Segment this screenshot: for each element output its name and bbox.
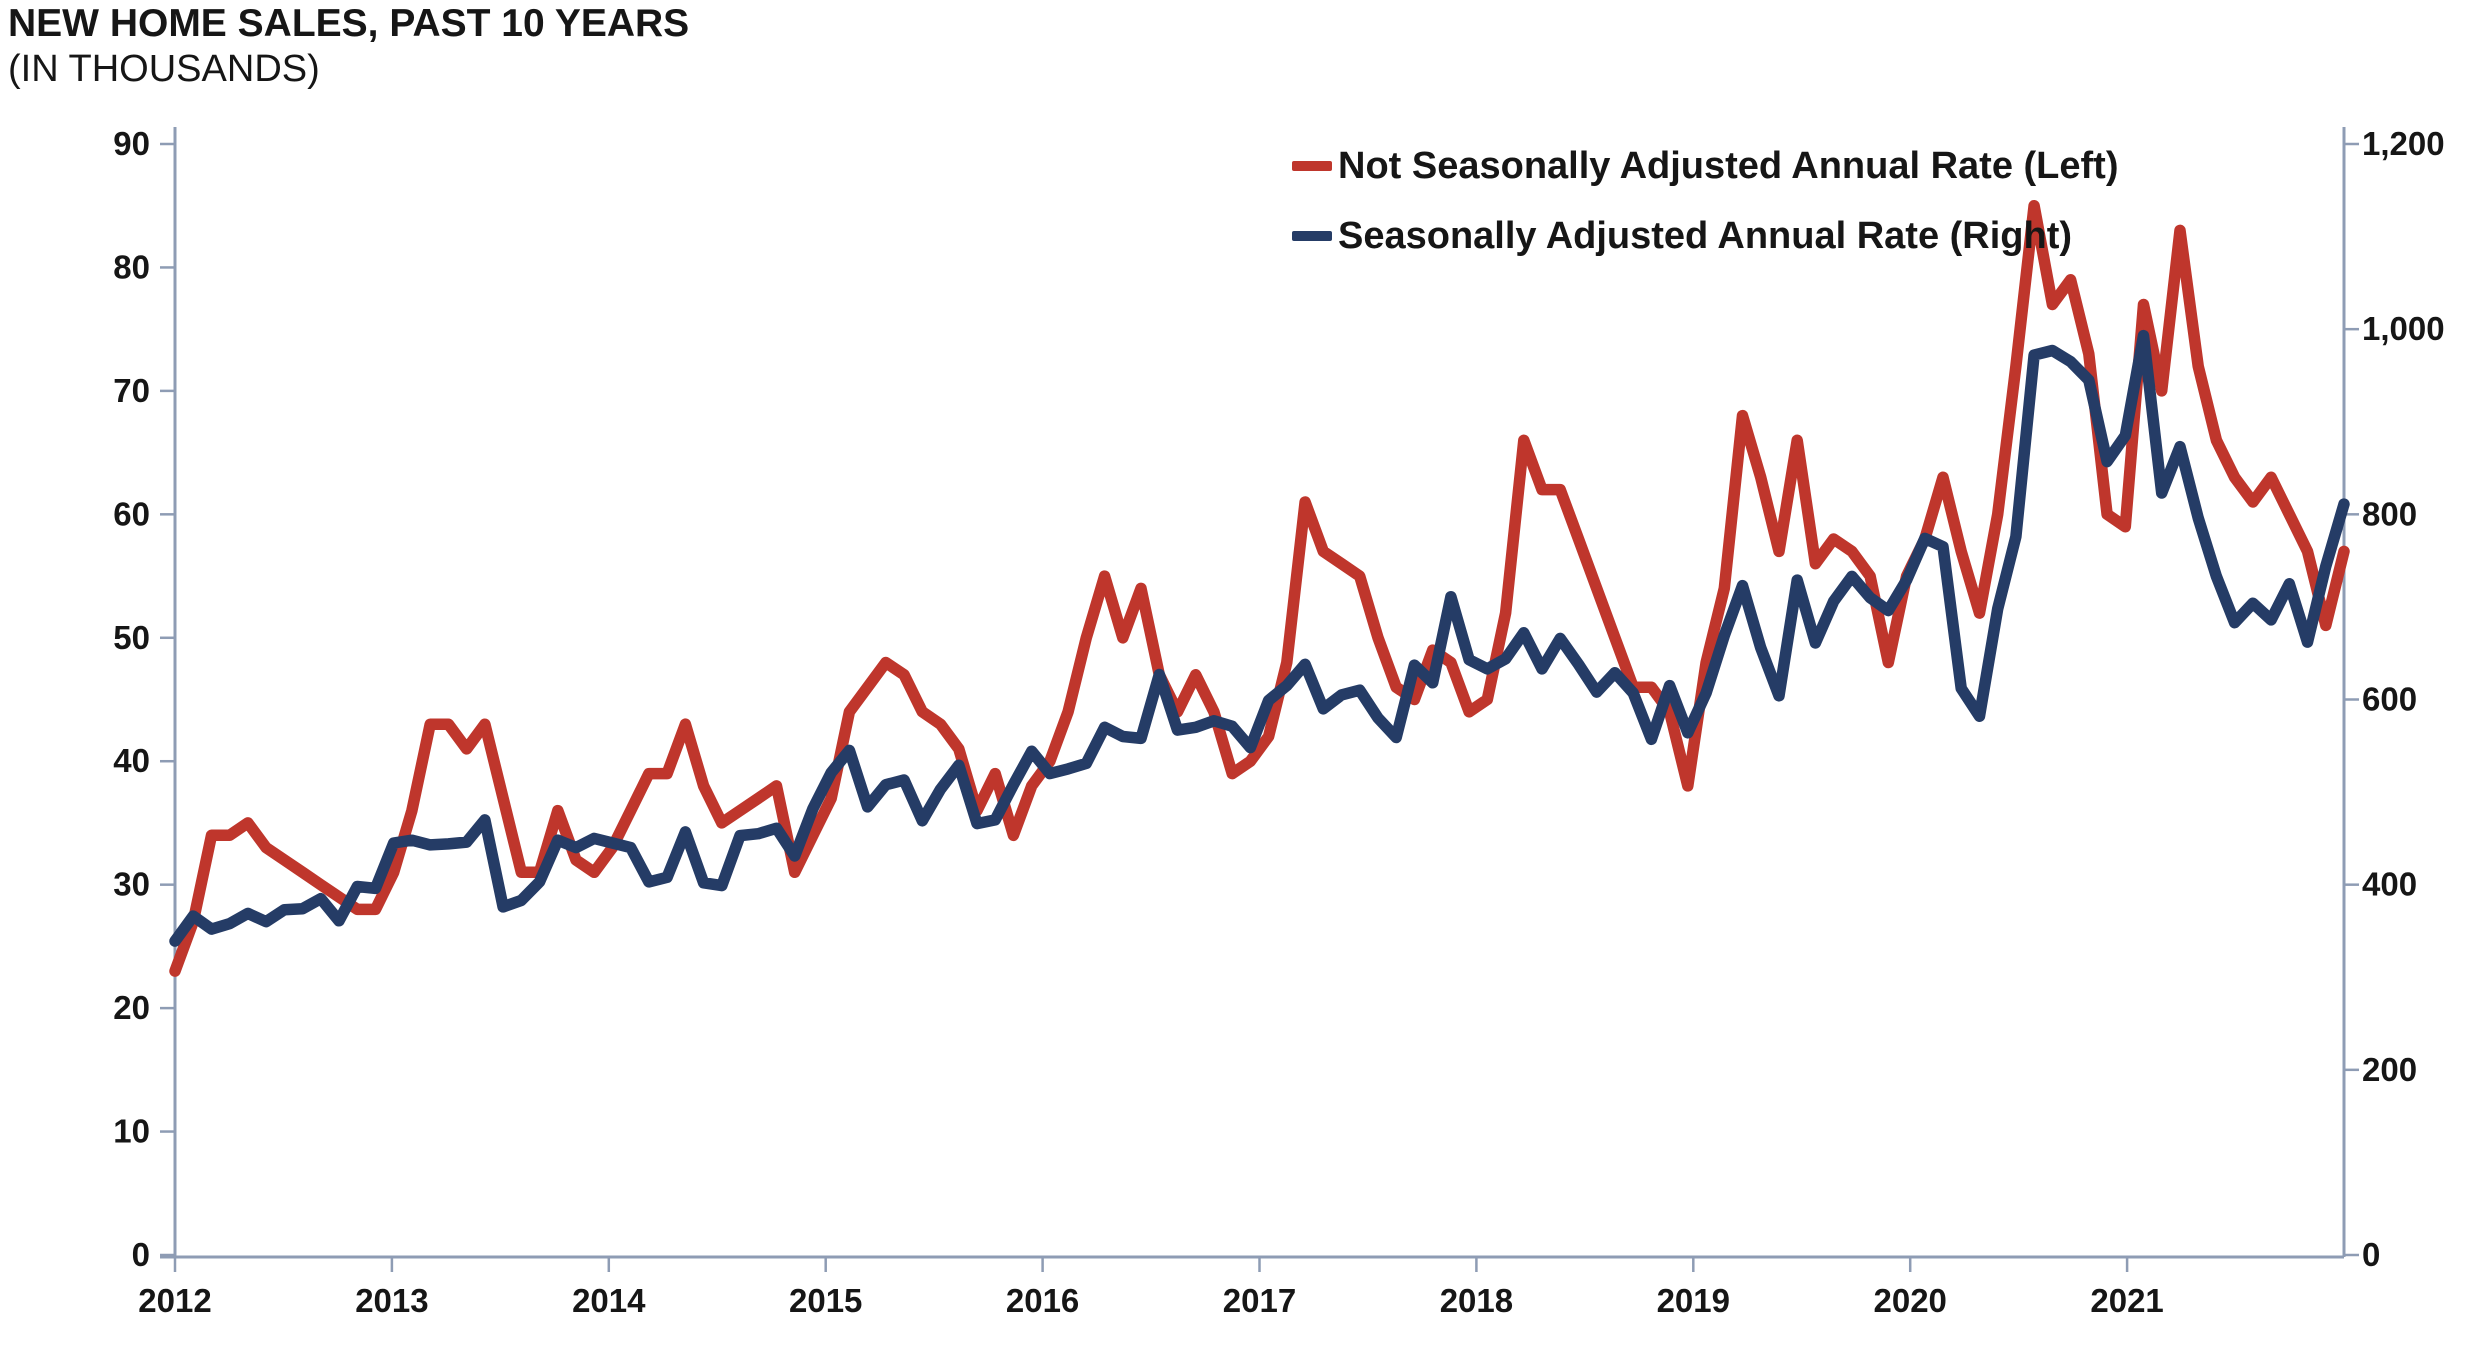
saar-legend-dash-icon — [1292, 231, 1332, 241]
y-right-tick-label: 0 — [2362, 1236, 2380, 1273]
y-left-tick-label: 20 — [113, 989, 150, 1026]
legend-label-nsa: Not Seasonally Adjusted Annual Rate (Lef… — [1338, 144, 2119, 187]
x-tick-label: 2012 — [138, 1282, 211, 1319]
x-tick-label: 2017 — [1223, 1282, 1296, 1319]
y-left-tick-label: 90 — [113, 125, 150, 162]
y-right-tick-label: 1,000 — [2362, 310, 2445, 347]
y-left-tick-label: 30 — [113, 866, 150, 903]
legend-label-saar: Seasonally Adjusted Annual Rate (Right) — [1338, 214, 2073, 257]
chart-legend: Not Seasonally Adjusted Annual Rate (Lef… — [1292, 138, 2118, 278]
legend-item-saar: Seasonally Adjusted Annual Rate (Right) — [1292, 208, 2118, 264]
nsa-line — [169, 199, 2350, 977]
x-tick-label: 2013 — [355, 1282, 428, 1319]
x-tick-label: 2018 — [1440, 1282, 1513, 1319]
y-right-tick-label: 1,200 — [2362, 125, 2445, 162]
title-block: NEW HOME SALES, PAST 10 YEARS (IN THOUSA… — [8, 2, 689, 92]
legend-item-nsa: Not Seasonally Adjusted Annual Rate (Lef… — [1292, 138, 2118, 194]
y-left-tick-label: 40 — [113, 742, 150, 779]
y-left-tick-label: 70 — [113, 372, 150, 409]
x-tick-label: 2016 — [1006, 1282, 1079, 1319]
y-right-tick-label: 400 — [2362, 866, 2417, 903]
page-subtitle: (IN THOUSANDS) — [8, 47, 320, 90]
y-right-tick-label: 200 — [2362, 1051, 2417, 1088]
x-tick-label: 2021 — [2090, 1282, 2163, 1319]
y-left-tick-label: 60 — [113, 495, 150, 532]
y-left-tick-label: 0 — [132, 1236, 150, 1273]
x-tick-label: 2014 — [572, 1282, 646, 1319]
page-title: NEW HOME SALES, PAST 10 YEARS — [8, 2, 690, 45]
x-tick-label: 2015 — [789, 1282, 862, 1319]
y-right-tick-label: 800 — [2362, 495, 2417, 532]
x-tick-label: 2019 — [1657, 1282, 1730, 1319]
y-right-tick-label: 600 — [2362, 681, 2417, 718]
x-tick-label: 2020 — [1873, 1282, 1946, 1319]
y-left-tick-label: 80 — [113, 248, 150, 285]
y-left-tick-label: 10 — [113, 1113, 150, 1150]
y-left-tick-label: 50 — [113, 619, 150, 656]
nsa-legend-dash-icon — [1292, 161, 1332, 171]
saar-line — [169, 329, 2350, 947]
